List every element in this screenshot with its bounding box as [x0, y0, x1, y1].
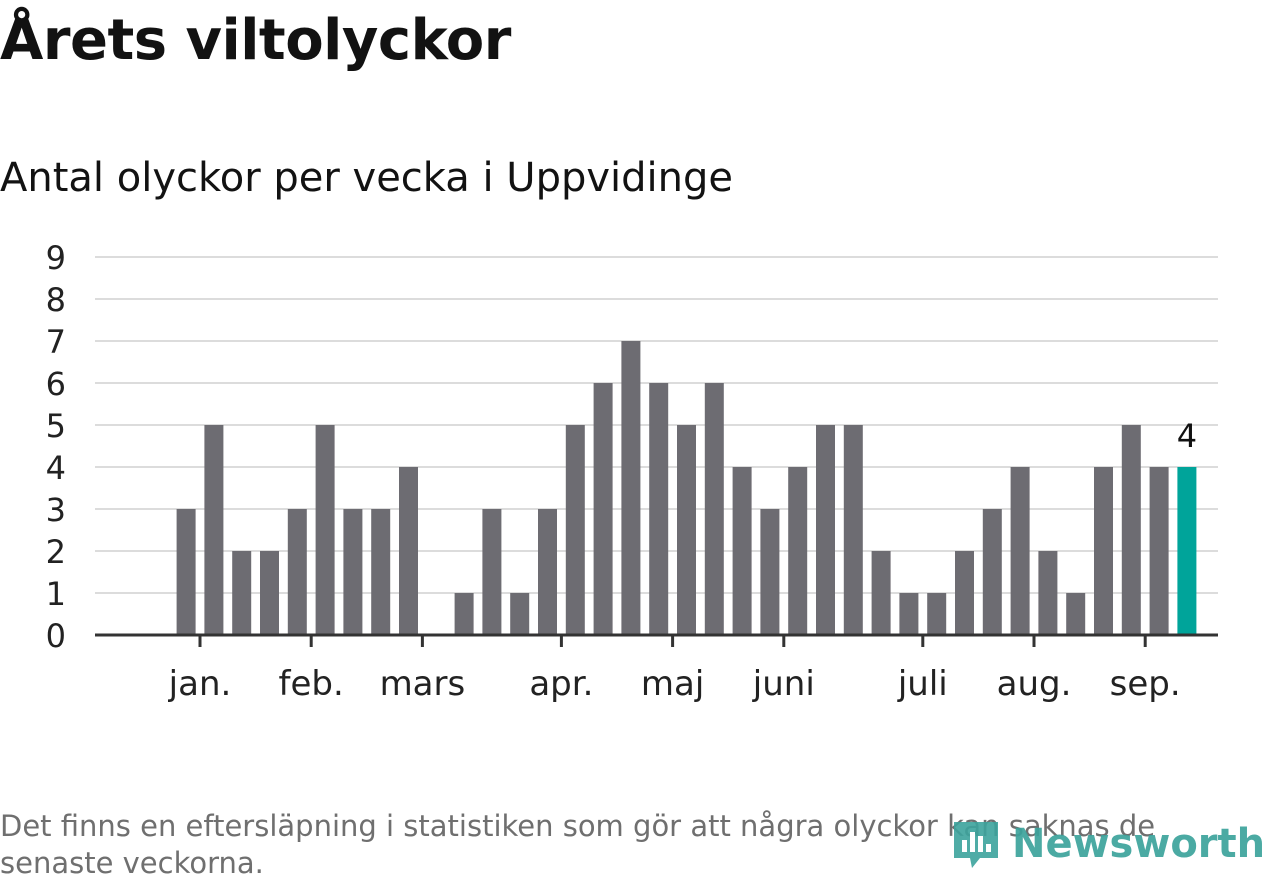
bars: [176, 341, 1197, 635]
y-tick-label: 5: [46, 407, 66, 445]
annotations: 4: [1177, 417, 1197, 455]
highlight-value-label: 4: [1177, 417, 1197, 455]
x-tick-label: juni: [752, 664, 815, 704]
bar: [677, 425, 696, 635]
x-tick-label: aug.: [997, 664, 1072, 704]
brand-logo: Newsworthy: [950, 818, 1262, 870]
bar: [371, 509, 391, 635]
bar: [399, 467, 418, 635]
bar: [788, 467, 808, 635]
bar: [454, 593, 474, 635]
y-tick-label: 3: [46, 491, 66, 529]
bar: [176, 509, 196, 635]
bar: [816, 425, 835, 635]
x-tick-label: apr.: [529, 664, 593, 704]
bar: [538, 509, 557, 635]
y-tick-label: 8: [46, 281, 66, 319]
bar: [1038, 551, 1058, 635]
bar: [843, 425, 863, 635]
bar: [621, 341, 641, 635]
bar: [871, 551, 891, 635]
bar: [955, 551, 974, 635]
bar: [649, 383, 669, 635]
bar: [927, 593, 947, 635]
bar: [1149, 467, 1169, 635]
x-tick-label: feb.: [279, 664, 344, 704]
bar: [260, 551, 279, 635]
y-tick-label: 7: [46, 323, 66, 361]
x-tick-label: jan.: [168, 664, 232, 704]
bar: [565, 425, 585, 635]
y-tick-label: 0: [46, 617, 66, 655]
bar: [343, 509, 363, 635]
newsworthy-logo-icon: [954, 822, 998, 868]
y-tick-label: 2: [46, 533, 66, 571]
bar: [760, 509, 780, 635]
bar: [315, 425, 335, 635]
bar: [704, 383, 724, 635]
bar: [899, 593, 919, 635]
bar: [287, 509, 307, 635]
bar-chart: 0 1 2 3 4 5 6 7 8 9 jan. feb. mars apr. maj juni juli au…: [46, 239, 1218, 704]
chart-title: Årets viltolyckor: [0, 8, 511, 73]
bar: [1121, 425, 1141, 635]
x-tick-label: juli: [897, 664, 948, 704]
bar: [482, 509, 502, 635]
bar-highlight: [1177, 467, 1197, 635]
bar: [732, 467, 752, 635]
x-tick-label: mars: [380, 664, 466, 704]
bar: [982, 509, 1002, 635]
x-tick-label: maj: [641, 664, 704, 704]
y-tick-label: 9: [46, 239, 66, 277]
bar: [510, 593, 530, 635]
bar: [204, 425, 224, 635]
y-tick-label: 4: [46, 449, 66, 487]
y-tick-label: 1: [46, 575, 66, 613]
bar: [1066, 593, 1086, 635]
x-tick-label: sep.: [1110, 664, 1181, 704]
chart-subtitle: Antal olyckor per vecka i Uppvidinge: [0, 155, 734, 201]
y-tick-label: 6: [46, 365, 66, 403]
bar: [1010, 467, 1030, 635]
brand-name: Newsworthy: [1012, 821, 1262, 867]
x-axis-labels: jan. feb. mars apr. maj juni juli aug. sep.: [168, 635, 1181, 704]
bar: [1094, 467, 1113, 635]
bar: [593, 383, 613, 635]
y-axis-ticks: 0 1 2 3 4 5 6 7 8 9: [46, 239, 66, 655]
bar: [232, 551, 252, 635]
